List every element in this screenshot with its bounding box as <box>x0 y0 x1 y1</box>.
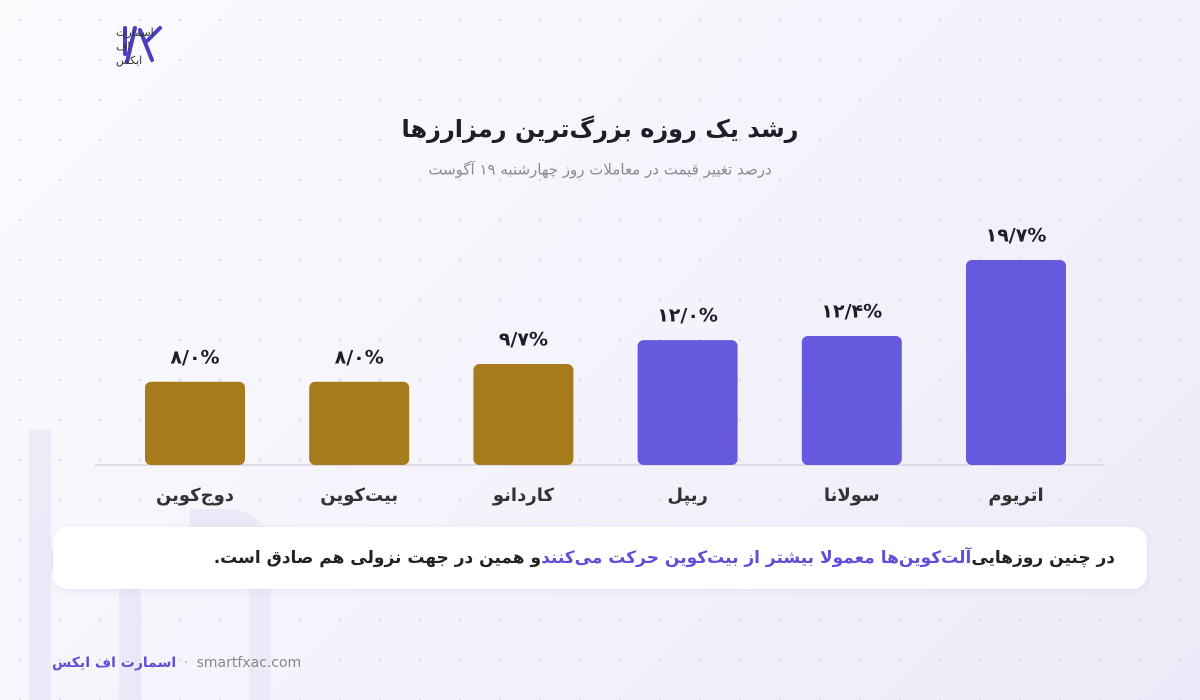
value-label: ۱۲/۴% <box>821 300 882 322</box>
note: در چنین روزهایی آلت‌کوین‌ها معمولا بیشتر… <box>53 527 1147 589</box>
bar <box>145 381 245 465</box>
chart-title: رشد یک روزه بزرگ‌ترین رمزارزها <box>401 115 798 143</box>
logo-icon <box>123 26 162 64</box>
x-tick-label: کاردانو <box>492 485 555 506</box>
value-label: ۹/۷% <box>499 329 548 351</box>
bar <box>966 260 1066 465</box>
value-label: ۸/۰% <box>335 346 384 368</box>
bar <box>473 364 574 465</box>
logo-text: اف <box>116 40 130 53</box>
x-tick-label: بیت‌کوین <box>320 485 398 506</box>
bar <box>637 340 738 465</box>
value-label: ۱۹/۷% <box>986 225 1047 247</box>
note-text: و همین در جهت نزولی هم صادق است. <box>213 548 542 568</box>
note-text: در چنین روزهایی <box>971 548 1115 568</box>
chart-subtitle: درصد تغییر قیمت در معاملات روز چهارشنبه … <box>428 161 771 179</box>
bar <box>309 381 410 465</box>
value-label: ۱۲/۰% <box>657 305 718 327</box>
x-tick-label: ریپل <box>667 485 708 506</box>
separator: · <box>184 655 189 671</box>
x-tick-label: دوج‌کوین <box>156 485 234 506</box>
x-tick-label: اتریوم <box>988 485 1043 506</box>
logo-text: اسمارت <box>116 26 154 39</box>
value-label: ۸/۰% <box>170 346 219 368</box>
footer-site: smartfxac.com <box>196 655 302 671</box>
footer: اسمارت اف ایکس · smartfxac.com <box>52 655 301 671</box>
bar <box>801 335 902 465</box>
footer-brand: اسمارت اف ایکس <box>52 655 177 671</box>
logo-text: ایکس <box>116 54 142 67</box>
x-tick-label: سولانا <box>824 485 880 506</box>
note-highlight: آلت‌کوین‌ها معمولا بیشتر از بیت‌کوین حرک… <box>541 548 972 568</box>
